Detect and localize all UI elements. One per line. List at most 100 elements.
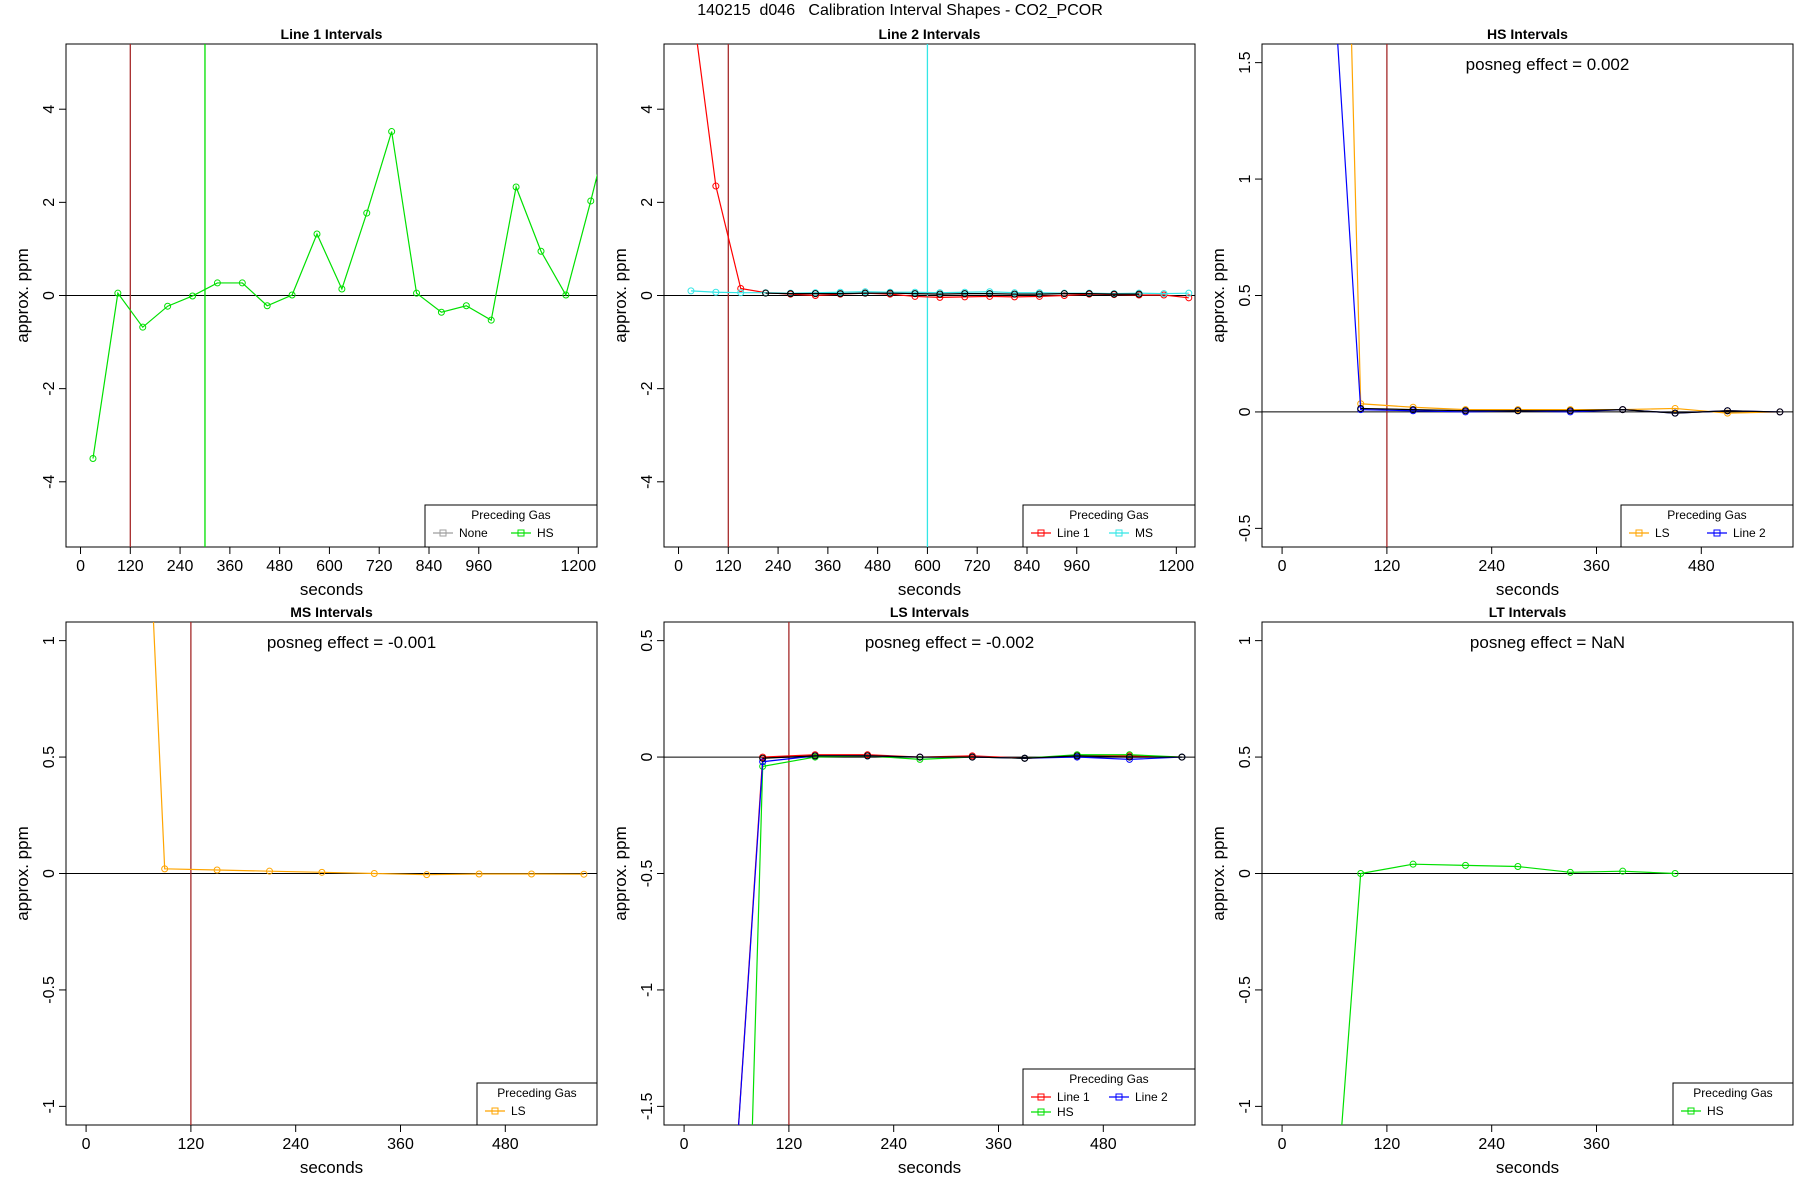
chart-panel-5: LS Intervals seconds approx. ppm 0 120 240 360… <box>611 604 1196 1177</box>
data-point <box>1409 860 1417 868</box>
legend-title: Preceding Gas <box>1069 508 1148 522</box>
figure-title: 140215 d046 Calibration Interval Shapes … <box>697 2 1103 19</box>
data-point <box>936 290 944 298</box>
data-point <box>1060 292 1068 299</box>
plot-area <box>664 622 1195 1125</box>
x-tick-label: 240 <box>765 558 792 575</box>
data-point <box>1671 404 1679 412</box>
y-tick-label: 0.5 <box>1237 284 1254 306</box>
x-tick-label: 360 <box>217 558 244 575</box>
legend-swatch-marker <box>1635 529 1643 537</box>
plot-area <box>1262 860 1793 1125</box>
data-point <box>462 302 470 310</box>
panel-title: LT Intervals <box>1489 604 1567 620</box>
legend-swatch-marker <box>1713 529 1721 537</box>
data-point <box>1776 408 1784 416</box>
legend-item-ls: LS <box>511 1104 526 1118</box>
y-tick-label: 0 <box>41 869 58 878</box>
data-point <box>1125 753 1133 761</box>
data-point <box>1110 290 1118 298</box>
data-point <box>911 290 919 298</box>
x-tick-label: 480 <box>492 1136 519 1153</box>
data-point <box>363 209 371 217</box>
data-point <box>762 289 770 297</box>
data-point <box>1060 290 1068 298</box>
y-tick-label: 0 <box>639 291 656 300</box>
series-line-ls <box>1350 44 1780 414</box>
legend-swatch-marker <box>1037 1093 1045 1101</box>
x-tick-label: 120 <box>1374 558 1401 575</box>
data-point <box>712 288 720 296</box>
data-point <box>437 308 445 316</box>
legend-item-none: None <box>459 526 488 540</box>
data-point <box>1125 755 1133 763</box>
plot-frame <box>1261 43 1794 548</box>
legend-box <box>1022 504 1196 548</box>
y-tick-label: -1 <box>41 1099 58 1113</box>
data-point <box>1073 752 1081 760</box>
data-point <box>1566 868 1574 876</box>
series-line-hs <box>751 754 1182 1125</box>
data-point <box>1085 290 1093 298</box>
y-tick-label: 0.5 <box>1237 746 1254 768</box>
data-point <box>288 291 296 299</box>
y-tick-label: -0.5 <box>639 860 656 888</box>
x-tick-label: 480 <box>266 558 293 575</box>
legend: Preceding Gas LS <box>476 1082 598 1126</box>
x-tick-label: 0 <box>680 1136 689 1153</box>
x-tick-label: 240 <box>880 1136 907 1153</box>
x-tick-label: 1200 <box>561 558 597 575</box>
x-axis-label: seconds <box>300 1158 363 1177</box>
y-tick-label: 0.5 <box>639 629 656 651</box>
data-point <box>318 868 326 876</box>
legend-title: Preceding Gas <box>1667 508 1746 522</box>
data-point <box>811 752 819 760</box>
data-point <box>1514 407 1522 415</box>
x-tick-label: 480 <box>864 558 891 575</box>
legend-swatch-marker <box>517 529 525 537</box>
data-point <box>600 148 606 154</box>
legend-swatch-marker <box>1115 1093 1123 1101</box>
y-tick-label: -2 <box>41 381 58 395</box>
y-tick-label: -4 <box>639 475 656 489</box>
data-point <box>811 290 819 298</box>
y-tick-label: 0 <box>1237 407 1254 416</box>
data-point <box>1357 870 1365 877</box>
y-tick-label: -2 <box>639 381 656 395</box>
legend-title: Preceding Gas <box>497 1086 576 1100</box>
data-point <box>1035 290 1043 298</box>
legend-swatch-marker <box>491 1107 499 1115</box>
x-tick-label: 360 <box>387 1136 414 1153</box>
data-point <box>238 279 246 287</box>
y-tick-label: -0.5 <box>1237 514 1254 542</box>
legend-title: Preceding Gas <box>1069 1072 1148 1086</box>
data-point <box>139 323 147 331</box>
x-tick-label: 960 <box>1063 558 1090 575</box>
x-tick-label: 720 <box>366 558 393 575</box>
data-point <box>1723 407 1731 415</box>
data-point <box>861 289 869 297</box>
panel-title: MS Intervals <box>290 604 373 620</box>
x-tick-label: 360 <box>1583 1136 1610 1153</box>
x-axis-label: seconds <box>898 1158 961 1177</box>
x-tick-label: 720 <box>964 558 991 575</box>
legend-item-hs: HS <box>1707 1104 1724 1118</box>
data-point <box>1566 407 1574 415</box>
x-tick-label: 120 <box>117 558 144 575</box>
legend-item-line-2: Line 2 <box>1135 1090 1168 1104</box>
x-tick-label: 600 <box>914 558 941 575</box>
data-point <box>164 302 172 310</box>
x-tick-label: 0 <box>674 558 683 575</box>
data-point <box>1185 294 1193 302</box>
data-point <box>475 870 483 878</box>
data-point <box>1125 751 1133 759</box>
series-line-hs <box>1341 863 1676 1125</box>
chart-panel-4: MS Intervals seconds approx. ppm 0 120 240 360… <box>13 604 598 1177</box>
plot-area <box>66 622 597 1125</box>
data-point <box>1021 754 1029 762</box>
data-point <box>1409 406 1417 414</box>
y-tick-label: 4 <box>41 105 58 114</box>
data-point <box>413 289 421 297</box>
data-point <box>1619 406 1627 414</box>
